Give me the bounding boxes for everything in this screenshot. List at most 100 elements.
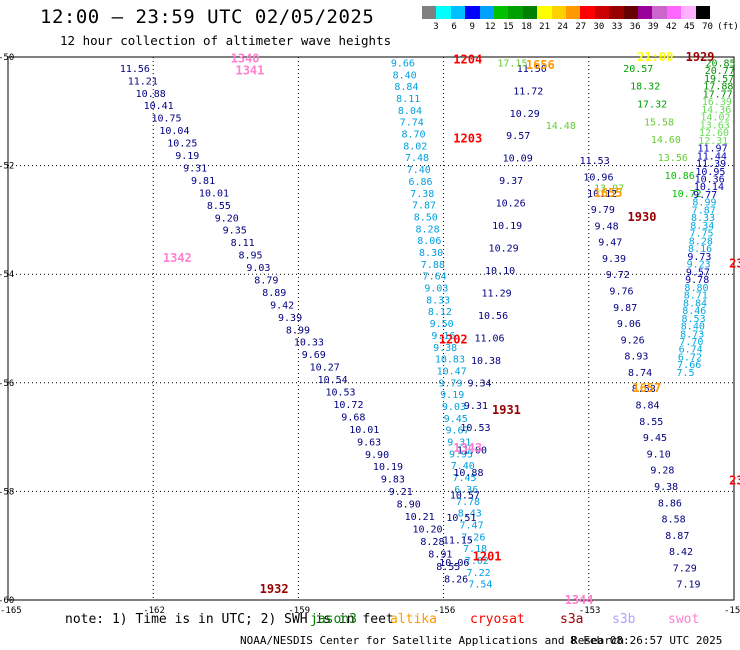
colorbar-swatch bbox=[494, 6, 509, 19]
x-tick-label: -156 bbox=[434, 606, 456, 616]
track-value: 7.45 bbox=[452, 473, 476, 484]
track-value: 11.53 bbox=[580, 156, 610, 167]
track-value: 10.51 bbox=[446, 513, 476, 524]
time-label: 1932 bbox=[260, 582, 289, 596]
track-value: 9.19 bbox=[440, 390, 464, 401]
colorbar-label: 18 bbox=[521, 22, 532, 32]
colorbar-label: 45 bbox=[683, 22, 695, 32]
track-value: 19.57 bbox=[704, 74, 734, 85]
footnote: note: 1) Time is in UTC; 2) SWH is in fe… bbox=[65, 612, 394, 627]
track-value: 9.76 bbox=[609, 286, 633, 297]
track-value: 7.66 bbox=[677, 360, 701, 371]
track-value: 6.36 bbox=[454, 485, 478, 496]
track-value: 7.75 bbox=[690, 229, 714, 240]
track-value: 7.40 bbox=[451, 461, 475, 472]
x-tick-label: -159 bbox=[288, 606, 310, 616]
track-value: 17.15 bbox=[497, 58, 527, 69]
track-value: 8.93 bbox=[624, 352, 648, 363]
track-value: 10.53 bbox=[460, 423, 490, 434]
track-value: 10.95 bbox=[695, 167, 725, 178]
track-value: 7.64 bbox=[423, 272, 447, 283]
colorbar-label: 6 bbox=[451, 22, 457, 32]
track-value: 8.86 bbox=[658, 498, 682, 509]
track-value: 17.77 bbox=[703, 89, 733, 100]
track-value: 8.70 bbox=[401, 130, 425, 141]
y-tick-label: -52 bbox=[0, 162, 14, 172]
track-value: 9.48 bbox=[595, 221, 619, 232]
colorbar-swatch bbox=[479, 6, 494, 19]
track-value: 9.31 bbox=[183, 163, 207, 174]
legend-item-cryosat: cryosat bbox=[470, 612, 525, 627]
colorbar-swatch bbox=[508, 6, 523, 19]
track-value: 13.56 bbox=[658, 153, 688, 164]
colorbar-swatch bbox=[580, 6, 595, 19]
track-value: 10.75 bbox=[151, 114, 181, 125]
track-value: 7.48 bbox=[405, 153, 429, 164]
track-value: 10.12 bbox=[587, 189, 617, 200]
track-value: 11.06 bbox=[474, 333, 504, 344]
track-value: 7.70 bbox=[679, 337, 703, 348]
colorbar-label: 24 bbox=[557, 22, 569, 32]
track-value: 9.28 bbox=[650, 466, 674, 477]
track-value: 11.15 bbox=[443, 536, 473, 547]
colorbar-label: 9 bbox=[469, 22, 475, 32]
y-tick-label: -54 bbox=[0, 270, 14, 280]
track-value: 10.88 bbox=[136, 89, 166, 100]
track-value: 12.31 bbox=[698, 136, 728, 147]
track-value: 20.85 bbox=[705, 58, 735, 69]
track-value: 10.72 bbox=[672, 189, 702, 200]
track-value: 8.40 bbox=[393, 70, 417, 81]
track-value: 17.32 bbox=[637, 100, 667, 111]
x-tick-label: -162 bbox=[143, 606, 165, 616]
y-tick-label: -56 bbox=[0, 379, 14, 389]
track-value: 10.26 bbox=[496, 199, 526, 210]
track-value: 8.89 bbox=[262, 288, 286, 299]
track-value: 9.83 bbox=[381, 475, 405, 486]
track-value: 10.36 bbox=[695, 174, 725, 185]
track-value: 9.79 bbox=[591, 205, 615, 216]
track-value: 8.87 bbox=[665, 531, 689, 542]
time-label: 1204 bbox=[453, 53, 482, 67]
colorbar-swatch bbox=[666, 6, 682, 19]
track-value: 10.06 bbox=[439, 558, 469, 569]
track-value: 10.14 bbox=[694, 182, 724, 193]
track-value: 9.66 bbox=[391, 58, 415, 69]
track-value: 8.55 bbox=[207, 201, 231, 212]
y-tick-label: -50 bbox=[0, 53, 14, 63]
track-value: 9.39 bbox=[278, 313, 302, 324]
track-value: 8.99 bbox=[692, 198, 716, 209]
track-value: 10.10 bbox=[485, 266, 515, 277]
time-label: 1343 bbox=[453, 441, 482, 455]
track-value: 9.50 bbox=[430, 319, 454, 330]
x-tick-label: -150 bbox=[724, 606, 740, 616]
x-tick-label: -153 bbox=[579, 606, 601, 616]
colorbar-label: 42 bbox=[665, 22, 677, 32]
track-value: 10.86 bbox=[665, 171, 695, 182]
track-value: 14.36 bbox=[701, 105, 731, 116]
track-value: 7.26 bbox=[461, 532, 485, 543]
track-value: 10.88 bbox=[453, 468, 483, 479]
time-label: 23 bbox=[729, 256, 740, 270]
track-value: 9.38 bbox=[654, 482, 678, 493]
track-value: 18.32 bbox=[630, 82, 660, 93]
colorbar-swatch bbox=[695, 6, 710, 19]
track-value: 10.96 bbox=[583, 172, 613, 183]
track-value: 7.5 bbox=[676, 368, 694, 379]
track-value: 8.28 bbox=[416, 224, 440, 235]
track-value: 9.16 bbox=[431, 331, 455, 342]
track-value: 9.72 bbox=[606, 270, 630, 281]
track-value: 10.33 bbox=[294, 338, 324, 349]
track-value: 9.67 bbox=[445, 426, 469, 437]
x-tick-label: -165 bbox=[0, 606, 22, 616]
track-value: 9.03 bbox=[246, 263, 270, 274]
colorbar-label: 36 bbox=[629, 22, 641, 32]
track-value: 10.41 bbox=[144, 101, 174, 112]
colorbar-swatch bbox=[465, 6, 480, 19]
colorbar-label: 3 bbox=[433, 22, 439, 32]
track-value: 8.06 bbox=[417, 236, 441, 247]
track-value: 8.50 bbox=[414, 212, 438, 223]
colorbar-swatch bbox=[681, 6, 696, 19]
track-value: 10.57 bbox=[450, 491, 480, 502]
time-label: 1340 bbox=[231, 52, 260, 66]
